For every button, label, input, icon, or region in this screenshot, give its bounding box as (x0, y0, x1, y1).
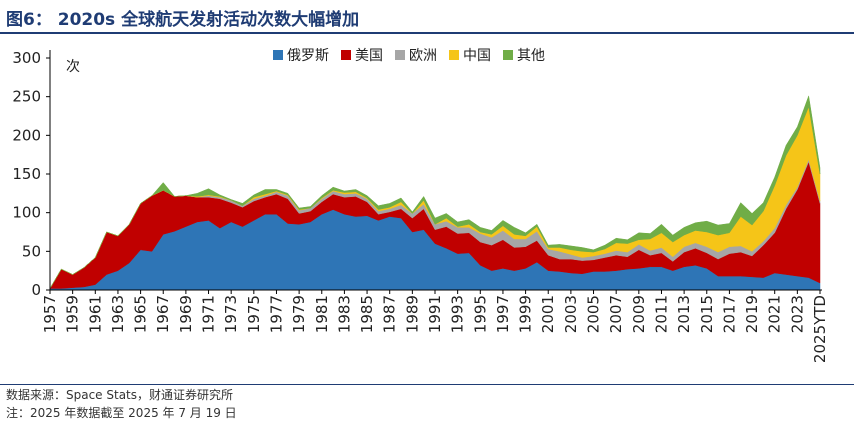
x-tick-label-9: 1975 (245, 295, 263, 333)
legend-label-2: 欧洲 (409, 48, 437, 64)
x-tick-label-23: 2003 (562, 295, 580, 333)
x-tick-label-28: 2013 (675, 295, 693, 333)
legend-label-4: 其他 (517, 48, 545, 64)
title-divider (0, 32, 854, 34)
x-tick-label-27: 2011 (652, 295, 670, 333)
data-source-note: 数据来源：Space Stats，财通证券研究所 (6, 388, 234, 402)
x-tick-label-2: 1961 (86, 295, 104, 333)
y-tick-label-3: 150 (12, 165, 41, 183)
legend-swatch-3 (449, 50, 459, 60)
x-tick-label-17: 1991 (426, 295, 444, 333)
x-tick-label-1: 1959 (64, 295, 82, 333)
legend-swatch-2 (395, 50, 405, 60)
x-tick-label-15: 1987 (381, 295, 399, 333)
chart-legend: 俄罗斯 美国 欧洲 中国 其他 (273, 48, 545, 64)
legend-swatch-4 (503, 50, 513, 60)
legend-label-1: 美国 (355, 48, 383, 64)
y-tick-label-2: 100 (12, 204, 41, 222)
x-tick-label-29: 2015 (698, 295, 716, 333)
y-tick-label-1: 50 (22, 242, 41, 260)
x-tick-label-6: 1969 (177, 295, 195, 333)
x-tick-label-30: 2017 (720, 295, 738, 333)
x-tick-label-32: 2021 (766, 295, 784, 333)
y-axis-unit-label: 次 (66, 59, 80, 75)
x-tick-label-13: 1983 (335, 295, 353, 333)
x-tick-label-12: 1981 (313, 295, 331, 333)
x-tick-label-7: 1971 (200, 295, 218, 333)
x-tick-label-8: 1973 (222, 295, 240, 333)
y-tick-label-6: 300 (12, 49, 41, 67)
footer-divider (0, 384, 854, 385)
x-tick-label-11: 1979 (290, 295, 308, 333)
x-tick-label-4: 1965 (132, 295, 150, 333)
x-tick-label-21: 1999 (517, 295, 535, 333)
x-tick-label-31: 2019 (743, 295, 761, 333)
x-tick-label-16: 1989 (403, 295, 421, 333)
x-tick-label-5: 1967 (154, 295, 172, 333)
legend-swatch-0 (273, 50, 283, 60)
y-tick-label-5: 250 (12, 88, 41, 106)
chart-header: 图6： 2020s 全球航天发射活动次数大幅增加 (0, 0, 854, 38)
legend-swatch-1 (341, 50, 351, 60)
legend-label-3: 中国 (463, 48, 491, 64)
chart-title: 图6： 2020s 全球航天发射活动次数大幅增加 (6, 10, 360, 30)
x-tick-label-34: 2025YTD (811, 295, 829, 363)
legend-label-0: 俄罗斯 (287, 48, 329, 64)
y-tick-label-0: 0 (31, 281, 41, 299)
area-series-4 (49, 94, 821, 289)
x-tick-label-26: 2009 (630, 295, 648, 333)
x-tick-label-24: 2005 (585, 295, 603, 333)
x-tick-label-3: 1963 (109, 295, 127, 333)
x-tick-label-18: 1993 (449, 295, 467, 333)
footnote: 注：2025 年数据截至 2025 年 7 月 19 日 (6, 406, 237, 420)
x-tick-label-22: 2001 (539, 295, 557, 333)
y-tick-label-4: 200 (12, 126, 41, 144)
x-tick-label-10: 1977 (267, 295, 285, 333)
stacked-areas (49, 94, 821, 291)
x-tick-label-14: 1985 (358, 295, 376, 333)
x-tick-label-33: 2023 (788, 295, 806, 333)
x-tick-label-19: 1995 (471, 295, 489, 333)
x-tick-label-25: 2007 (607, 295, 625, 333)
x-tick-label-0: 1957 (41, 295, 59, 333)
x-tick-label-20: 1997 (494, 295, 512, 333)
